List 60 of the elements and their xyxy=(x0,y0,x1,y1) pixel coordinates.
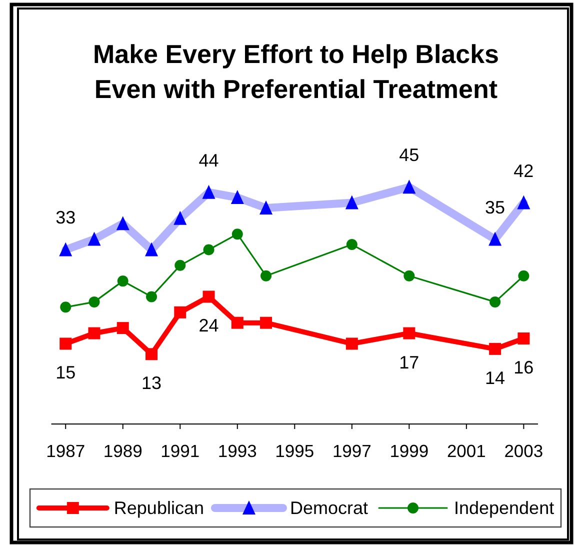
legend-label: Independent xyxy=(454,498,554,518)
x-tick-label: 1989 xyxy=(103,441,142,461)
point xyxy=(174,260,186,271)
x-tick-label: 1997 xyxy=(332,441,372,461)
point xyxy=(88,232,101,246)
point xyxy=(403,327,416,340)
point xyxy=(517,195,530,210)
legend-label: Republican xyxy=(114,498,204,518)
legend-label: Democrat xyxy=(290,498,368,518)
point xyxy=(116,216,130,230)
point xyxy=(230,190,244,204)
x-tick-label: 1991 xyxy=(160,441,200,461)
x-tick-label: 1987 xyxy=(46,441,86,461)
point xyxy=(88,296,100,308)
data-label: 45 xyxy=(399,145,420,166)
point xyxy=(60,302,72,313)
x-tick-label: 2003 xyxy=(504,441,544,461)
point xyxy=(59,242,72,256)
data-label: 17 xyxy=(399,352,420,372)
data-label: 15 xyxy=(56,362,76,383)
point xyxy=(145,242,158,256)
point xyxy=(60,338,72,350)
data-label: 42 xyxy=(514,160,534,181)
chart-title: Make Every Effort to Help Blacks Even with Preferential Treatment xyxy=(92,39,500,104)
point xyxy=(346,338,358,350)
point xyxy=(346,239,358,250)
x-tick-label: 1993 xyxy=(218,441,257,461)
point xyxy=(146,348,158,360)
x-tick-label: 1995 xyxy=(275,441,314,461)
point xyxy=(402,180,416,194)
point xyxy=(260,200,273,214)
data-label: 16 xyxy=(514,357,534,378)
point xyxy=(174,210,187,225)
point xyxy=(117,276,128,287)
point xyxy=(518,270,530,282)
point xyxy=(488,232,502,246)
point xyxy=(345,195,358,210)
x-tick-label: 2001 xyxy=(446,441,486,461)
point xyxy=(88,327,100,340)
data-label: 13 xyxy=(141,373,162,394)
point xyxy=(260,316,272,329)
point xyxy=(203,244,214,256)
point xyxy=(231,316,244,329)
point xyxy=(490,296,501,308)
point xyxy=(116,322,129,334)
point xyxy=(174,306,186,318)
data-label: 33 xyxy=(56,208,76,228)
x-tick-label: 1999 xyxy=(390,441,429,461)
point xyxy=(202,290,215,303)
data-label: 35 xyxy=(485,197,506,218)
point xyxy=(489,342,502,355)
data-label: 24 xyxy=(198,316,219,336)
point xyxy=(202,184,216,199)
point xyxy=(518,332,530,344)
data-label: 14 xyxy=(485,368,506,388)
point xyxy=(260,270,272,282)
data-label: 44 xyxy=(198,150,219,170)
point xyxy=(146,291,158,302)
point xyxy=(404,270,415,282)
point xyxy=(232,228,243,240)
